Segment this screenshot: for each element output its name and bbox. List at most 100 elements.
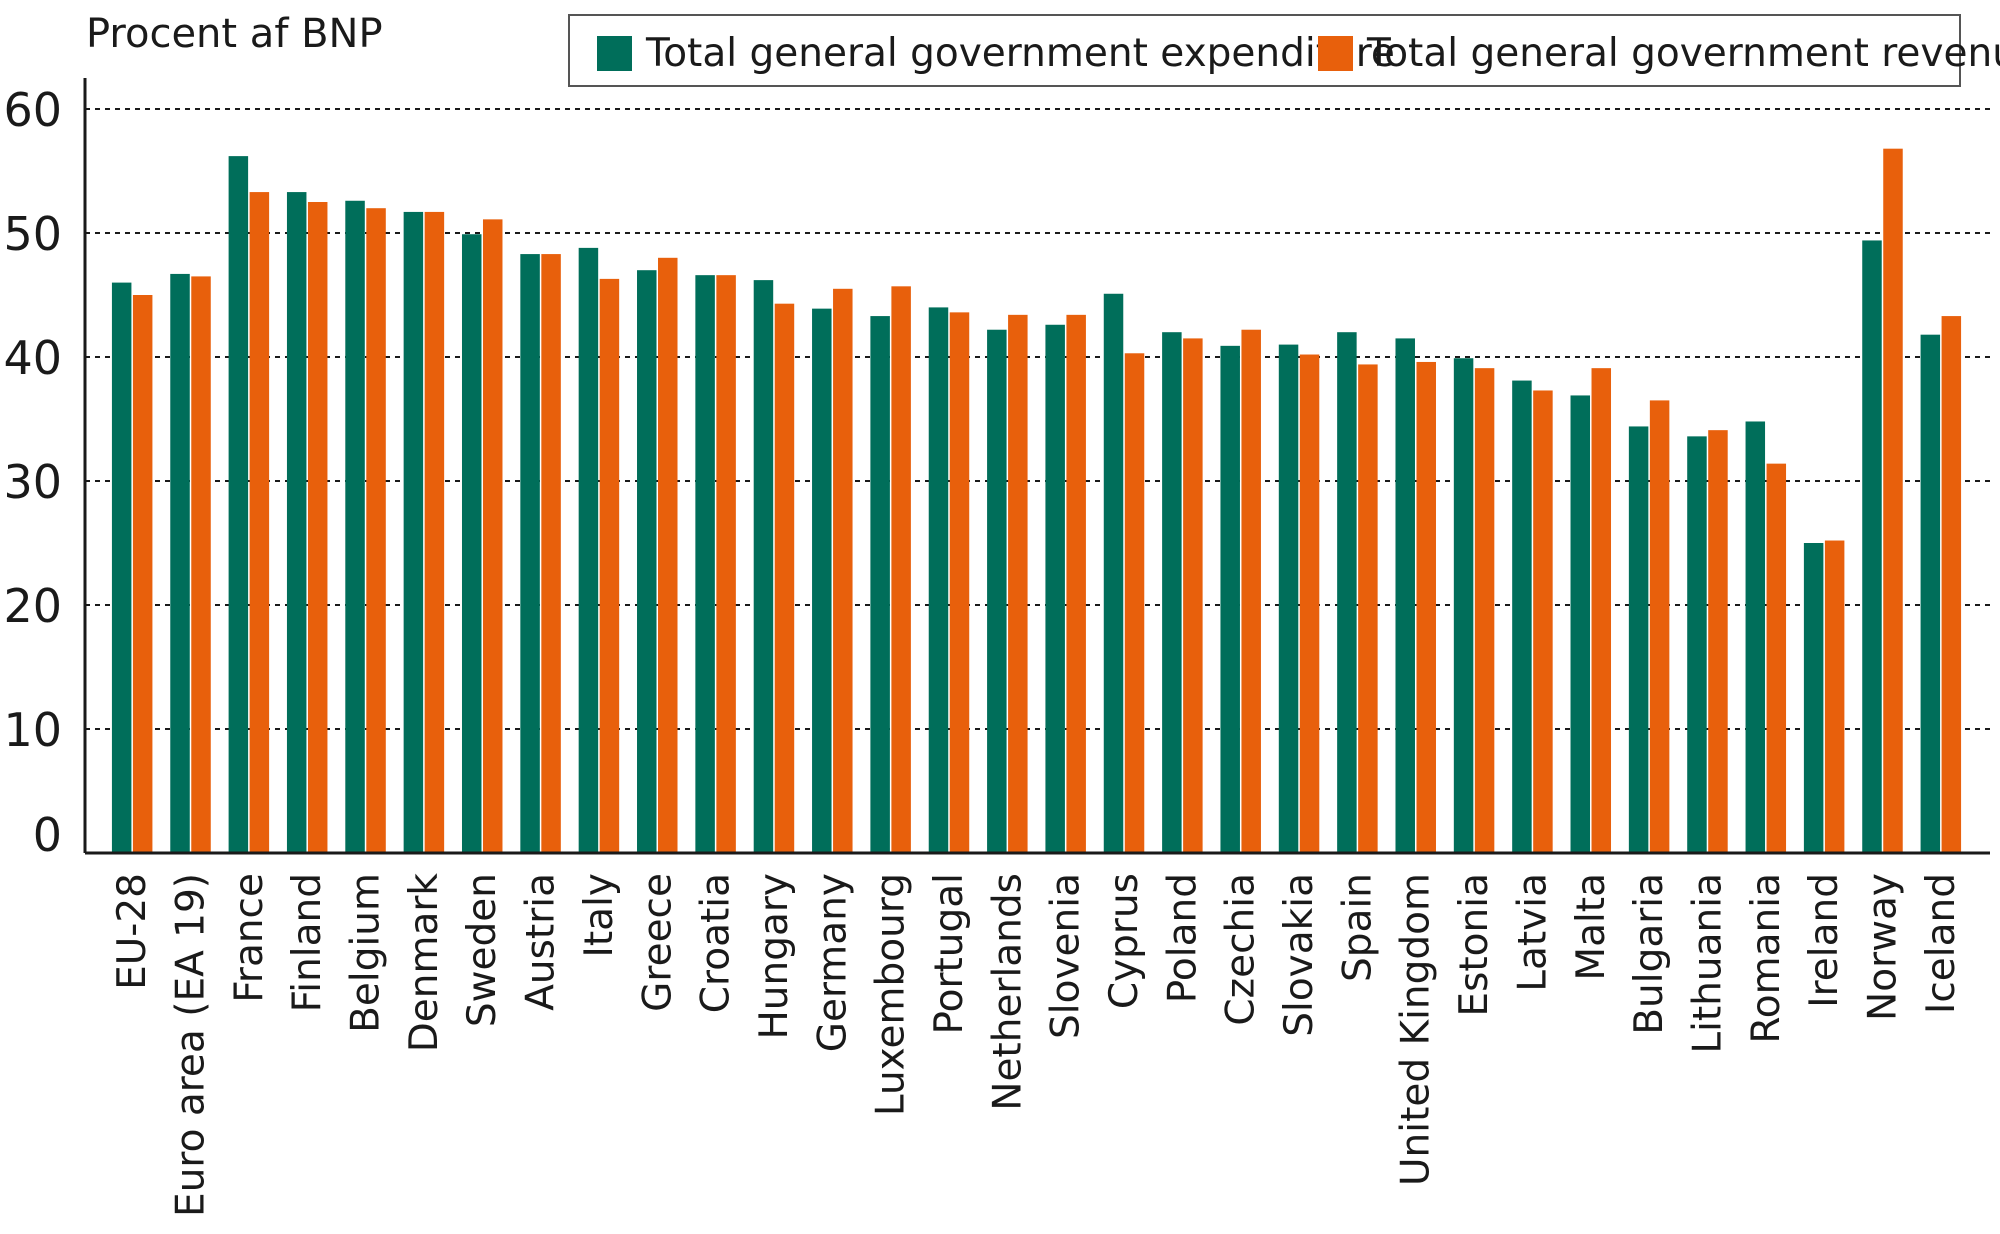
bar-revenue-ireland — [1824, 540, 1845, 853]
x-category-label: Slovakia — [1277, 873, 1322, 1037]
y-axis-ticks: 0 10 20 30 40 50 60 — [3, 83, 62, 862]
bar-revenue-portugal — [949, 312, 970, 853]
bar-expenditure-estonia — [1453, 358, 1474, 853]
x-category-label: Finland — [285, 873, 330, 1012]
x-category-label: Portugal — [927, 873, 972, 1035]
bar-revenue-germany — [833, 288, 853, 853]
x-category-label: Cyprus — [1102, 873, 1147, 1009]
bar-expenditure-sweden — [461, 234, 482, 854]
bar-revenue-norway — [1883, 148, 1903, 853]
bar-revenue-bulgaria — [1649, 400, 1670, 853]
x-category-label: Romania — [1744, 873, 1789, 1044]
y-tick-label: 50 — [3, 207, 62, 261]
bar-expenditure-iceland — [1920, 334, 1941, 853]
bar-revenue-euro-area-ea-19 — [191, 276, 211, 853]
x-category-label: Belgium — [344, 873, 389, 1033]
bar-expenditure-latvia — [1512, 380, 1532, 853]
bar-expenditure-slovakia — [1278, 344, 1299, 853]
bar-revenue-cyprus — [1124, 353, 1145, 853]
x-category-label: Luxembourg — [869, 873, 914, 1116]
bar-expenditure-austria — [520, 254, 540, 853]
x-category-label: Norway — [1860, 873, 1905, 1021]
bar-revenue-greece — [658, 257, 678, 853]
legend: Total general government expenditure Tot… — [568, 14, 2000, 87]
bar-revenue-slovenia — [1066, 314, 1086, 854]
y-tick-label: 0 — [33, 808, 62, 862]
x-category-label: Greece — [635, 873, 680, 1012]
y-axis-title: Procent af BNP — [86, 11, 383, 57]
x-category-label: EU-28 — [110, 873, 155, 990]
bar-revenue-denmark — [424, 211, 445, 854]
bar-revenue-poland — [1183, 338, 1203, 853]
bar-expenditure-slovenia — [1045, 324, 1065, 853]
bar-revenue-estonia — [1474, 368, 1495, 853]
bar-expenditure-france — [228, 156, 249, 853]
y-tick-label: 40 — [3, 331, 62, 385]
x-category-label: Poland — [1160, 873, 1205, 1003]
x-category-label: Estonia — [1452, 873, 1497, 1017]
bar-expenditure-romania — [1745, 421, 1766, 853]
bar-revenue-hungary — [774, 303, 795, 853]
bar-expenditure-finland — [286, 192, 307, 853]
x-category-label: Croatia — [694, 873, 739, 1013]
x-category-label: Lithuania — [1685, 873, 1730, 1054]
x-category-label: Slovenia — [1044, 873, 1089, 1039]
x-category-label: Czechia — [1219, 873, 1264, 1026]
gridlines — [85, 108, 1990, 730]
bar-expenditure-cyprus — [1103, 293, 1124, 853]
bar-expenditure-spain — [1337, 332, 1357, 853]
y-tick-label: 20 — [3, 579, 62, 633]
x-category-label: France — [227, 873, 272, 1003]
x-category-label: Ireland — [1802, 873, 1847, 1008]
legend-swatch-expenditure — [597, 36, 632, 71]
bar-expenditure-eu-28 — [111, 282, 132, 854]
bar-expenditure-united-kingdom — [1395, 338, 1415, 853]
bar-revenue-italy — [599, 278, 620, 853]
legend-swatch-revenue — [1318, 36, 1353, 71]
bar-expenditure-poland — [1162, 332, 1182, 853]
bar-revenue-czechia — [1241, 329, 1261, 854]
bar-expenditure-greece — [637, 270, 657, 853]
bar-expenditure-euro-area-ea-19 — [170, 273, 190, 853]
x-category-label: Malta — [1569, 873, 1614, 981]
x-category-label: Netherlands — [985, 873, 1030, 1111]
bars — [111, 148, 1962, 854]
x-category-label: Austria — [519, 873, 564, 1011]
bar-revenue-spain — [1358, 364, 1378, 853]
bar-revenue-latvia — [1533, 390, 1553, 853]
bar-revenue-eu-28 — [132, 295, 153, 853]
x-category-label: Germany — [810, 873, 855, 1052]
bar-expenditure-luxembourg — [870, 316, 890, 854]
legend-label-revenue: Total general government revenue — [1366, 31, 2000, 76]
bar-revenue-iceland — [1941, 316, 1962, 854]
y-tick-label: 30 — [3, 455, 62, 509]
x-category-label: Denmark — [402, 873, 447, 1053]
bar-revenue-finland — [307, 202, 328, 853]
x-category-label: Spain — [1335, 873, 1380, 982]
bar-revenue-luxembourg — [891, 286, 911, 853]
bar-expenditure-norway — [1862, 240, 1882, 853]
bar-revenue-netherlands — [1008, 314, 1028, 854]
bar-revenue-croatia — [716, 275, 736, 853]
x-category-label: Italy — [577, 873, 622, 958]
bar-revenue-romania — [1766, 463, 1787, 853]
bar-revenue-austria — [541, 254, 561, 853]
x-category-label: Bulgaria — [1627, 873, 1672, 1035]
bar-expenditure-czechia — [1220, 345, 1240, 853]
bar-revenue-slovakia — [1299, 354, 1320, 853]
x-category-label: Sweden — [460, 873, 505, 1027]
bar-expenditure-croatia — [695, 275, 715, 853]
bar-expenditure-netherlands — [987, 329, 1007, 854]
y-tick-label: 10 — [3, 703, 62, 757]
y-tick-label: 60 — [3, 83, 62, 137]
x-category-label: Iceland — [1919, 873, 1964, 1014]
x-category-label: Hungary — [752, 873, 797, 1040]
bar-expenditure-belgium — [345, 200, 365, 853]
x-category-label: United Kingdom — [1394, 873, 1439, 1186]
bar-expenditure-malta — [1570, 395, 1591, 853]
bar-expenditure-portugal — [928, 307, 949, 853]
bar-expenditure-hungary — [753, 280, 774, 853]
bar-expenditure-germany — [812, 308, 832, 853]
x-category-label: Euro area (EA 19) — [169, 873, 214, 1217]
